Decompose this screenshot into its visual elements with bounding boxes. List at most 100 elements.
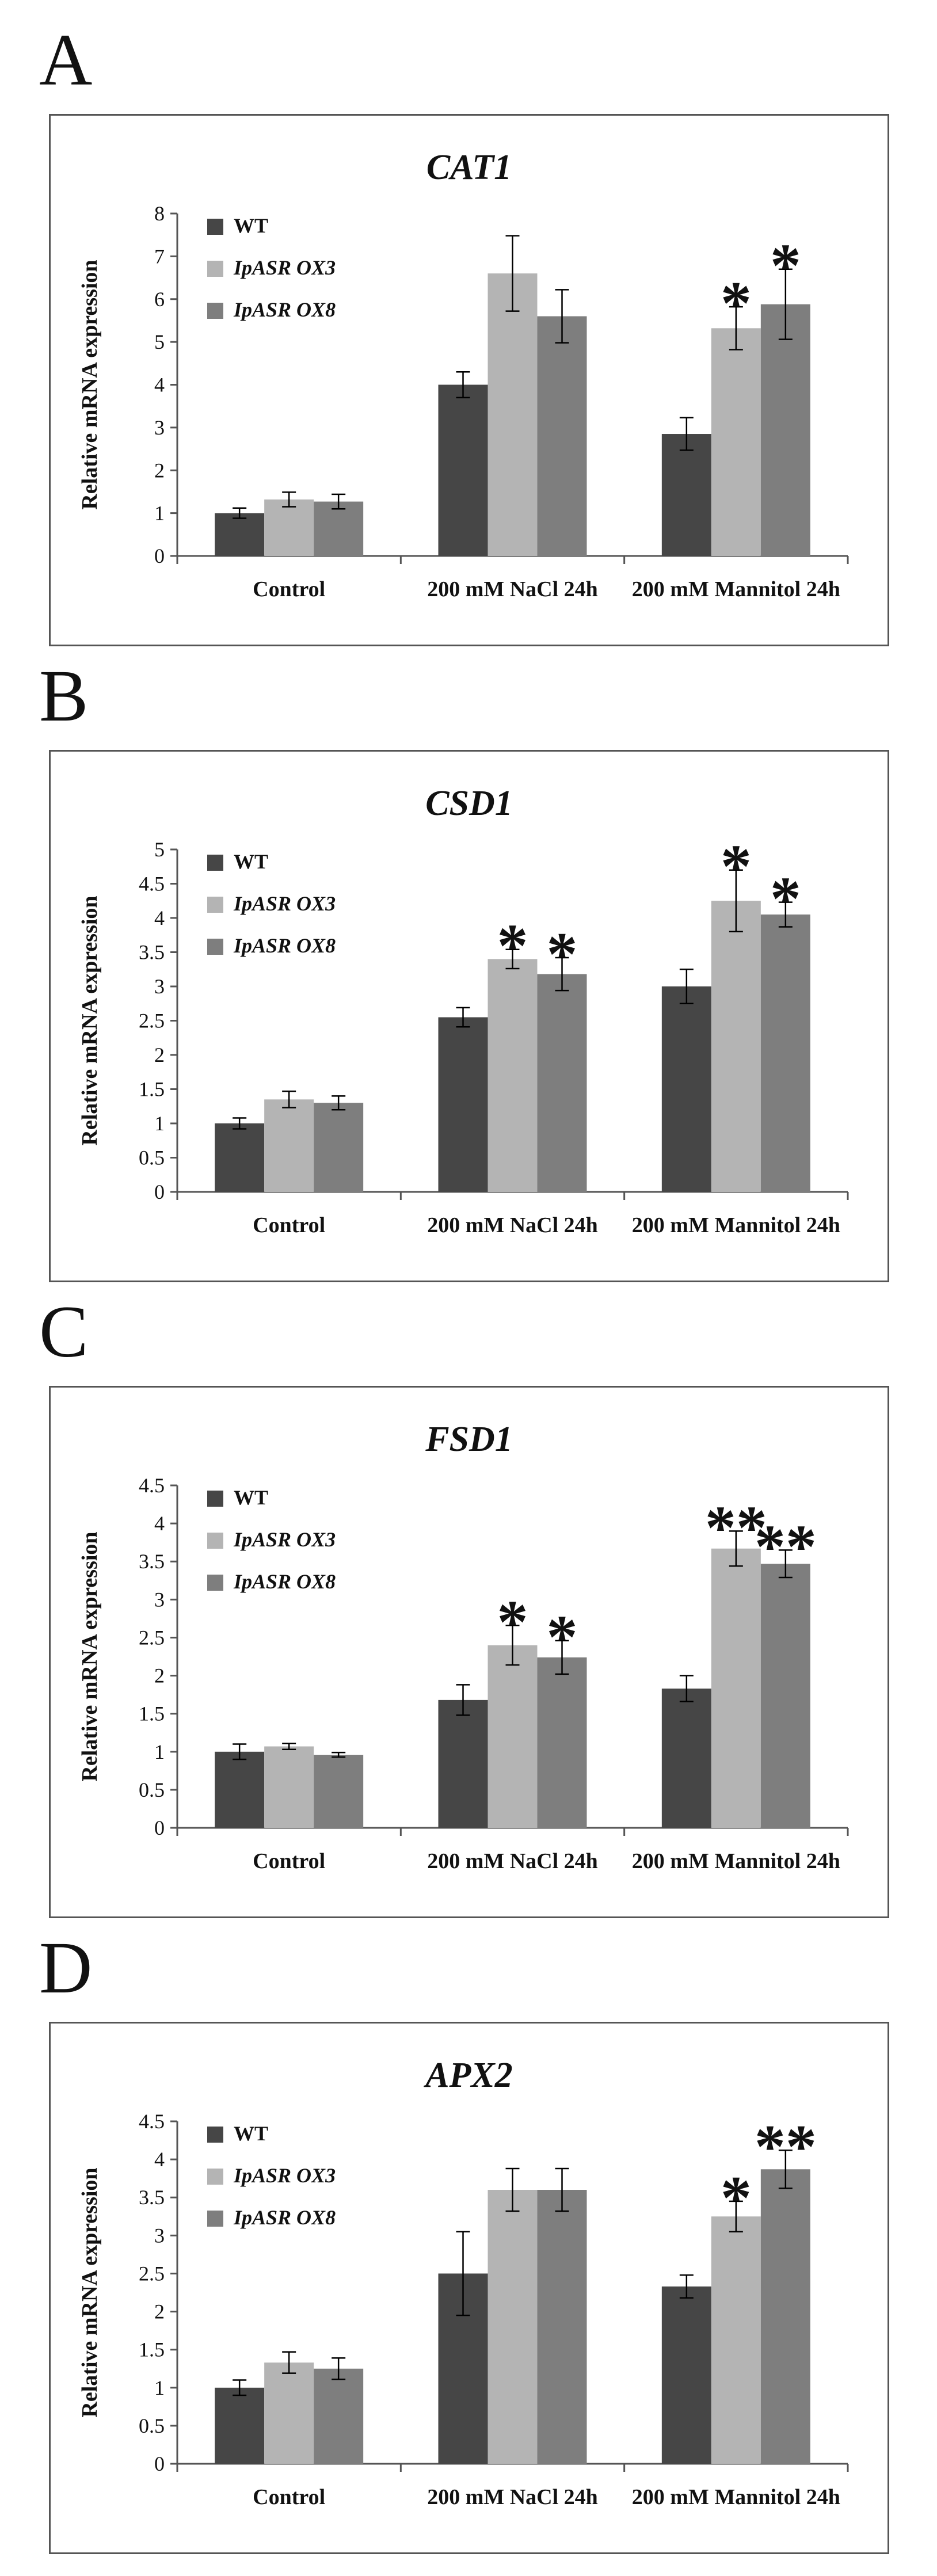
y-tick-label: 2 — [154, 459, 165, 482]
legend-label: IpASR OX8 — [233, 298, 336, 321]
significance-label: * — [547, 920, 578, 989]
legend-label: IpASR OX3 — [233, 256, 336, 279]
legend-label: WT — [234, 2122, 268, 2145]
bar — [537, 974, 587, 1192]
y-tick-label: 4.5 — [139, 872, 165, 895]
x-tick-label: 200 mM Mannitol 24h — [632, 1213, 840, 1237]
y-tick-label: 2.5 — [139, 1626, 165, 1649]
x-tick-label: Control — [253, 577, 325, 601]
chart-frame: CSD1 Relative mRNA expression 0 0.5 1 1.5 2 2.5… — [49, 750, 889, 1282]
significance-label: ** — [755, 2113, 817, 2181]
legend-label: IpASR OX8 — [233, 1570, 336, 1593]
y-tick-label: 1 — [154, 1112, 165, 1135]
y-tick-label: 1 — [154, 1740, 165, 1763]
legend-swatch — [207, 2127, 223, 2143]
y-tick-label: 3.5 — [139, 1550, 165, 1573]
y-tick-label: 3 — [154, 1588, 165, 1611]
y-tick-label: 0 — [154, 544, 165, 567]
x-tick-label: Control — [253, 1213, 325, 1237]
legend-swatch — [207, 1533, 223, 1549]
y-tick-label: 4 — [154, 1512, 165, 1535]
x-tick-label: 200 mM NaCl 24h — [427, 1213, 598, 1237]
y-tick-label: 3 — [154, 975, 165, 998]
bar — [264, 2362, 314, 2464]
y-tick-label: 1.5 — [139, 1702, 165, 1725]
y-tick-label: 4 — [154, 906, 165, 929]
chart-apx2: APX2 Relative mRNA expression 0 0.5 1 1.5 2 2.5… — [78, 2056, 849, 2509]
panel-letter: D — [39, 1927, 93, 2009]
bar — [711, 1548, 761, 1828]
bar — [760, 304, 810, 556]
significance-label: * — [497, 1588, 528, 1656]
bar — [314, 1755, 364, 1828]
bar — [711, 2216, 761, 2464]
significance-label: * — [547, 1603, 578, 1672]
panel-c: C FSD1 Relative mRNA expression 0 0.5 1 1.5 2 2… — [0, 1295, 937, 1918]
legend-label: IpASR OX3 — [233, 2164, 336, 2187]
y-tick-label: 2 — [154, 1664, 165, 1687]
bar — [314, 501, 364, 556]
panel-d: D APX2 Relative mRNA expression 0 0.5 1 1.5 2 2… — [0, 1927, 937, 2554]
bar — [438, 384, 488, 556]
y-tick-label: 1.5 — [139, 1078, 165, 1101]
bar — [661, 434, 711, 556]
bar — [537, 316, 587, 556]
chart-frame: CAT1 Relative mRNA expression 0 1 2 3 4 5 6 7 8 Con… — [49, 114, 889, 646]
chart-frame: APX2 Relative mRNA expression 0 0.5 1 1.5 2 2.5… — [49, 2022, 889, 2554]
y-axis-label: Relative mRNA expression — [78, 2167, 102, 2417]
y-tick-label: 0.5 — [139, 1778, 165, 1801]
bar — [661, 2286, 711, 2464]
bar — [314, 1103, 364, 1192]
y-tick-label: 2 — [154, 1043, 165, 1066]
bar — [487, 2190, 538, 2464]
bar — [438, 1017, 488, 1192]
significance-label: ** — [705, 1493, 767, 1562]
y-axis-label: Relative mRNA expression — [78, 1531, 102, 1781]
y-tick-label: 1 — [154, 502, 165, 525]
legend-swatch — [207, 1575, 223, 1591]
y-tick-label: 4.5 — [139, 2110, 165, 2133]
y-tick-label: 0 — [154, 2452, 165, 2475]
legend-label: IpASR OX3 — [233, 1528, 336, 1551]
y-tick-label: 7 — [154, 245, 165, 268]
y-tick-label: 0 — [154, 1816, 165, 1839]
bar — [264, 1099, 314, 1192]
panel-b: B CSD1 Relative mRNA expression 0 0.5 1 1.5 2 2… — [0, 655, 937, 1282]
x-tick-label: 200 mM Mannitol 24h — [632, 2485, 840, 2509]
bar — [661, 986, 711, 1192]
chart-title: APX2 — [423, 2056, 513, 2095]
legend-label: IpASR OX8 — [233, 934, 336, 957]
legend-label: IpASR OX3 — [233, 892, 336, 915]
legend-swatch — [207, 897, 223, 913]
significance-label: * — [770, 232, 801, 300]
bar — [760, 1564, 810, 1828]
legend-label: WT — [234, 214, 268, 237]
bar — [438, 1699, 488, 1828]
legend-label: WT — [234, 1486, 268, 1509]
x-tick-label: Control — [253, 2485, 325, 2509]
chart-title: CAT1 — [426, 148, 512, 187]
bar — [264, 499, 314, 556]
bar — [487, 1645, 538, 1828]
significance-label: ** — [755, 1512, 817, 1581]
y-tick-label: 3 — [154, 416, 165, 439]
bar — [314, 2368, 364, 2464]
bar — [264, 1746, 314, 1828]
chart-frame: FSD1 Relative mRNA expression 0 0.5 1 1.5 2 2.5… — [49, 1386, 889, 1918]
y-tick-label: 5 — [154, 838, 165, 861]
panel-letter: B — [39, 655, 89, 737]
panel-letter: A — [39, 19, 93, 101]
chart-fsd1: FSD1 Relative mRNA expression 0 0.5 1 1.5 2 2.5… — [78, 1420, 849, 1873]
x-tick-label: 200 mM Mannitol 24h — [632, 577, 840, 601]
y-tick-label: 3.5 — [139, 941, 165, 964]
y-tick-label: 5 — [154, 330, 165, 353]
legend-label: WT — [234, 850, 268, 873]
legend-swatch — [207, 303, 223, 319]
bar — [215, 1123, 265, 1192]
legend-label: IpASR OX8 — [233, 2206, 336, 2229]
y-tick-label: 3.5 — [139, 2186, 165, 2209]
legend-swatch — [207, 855, 223, 871]
bar — [711, 328, 761, 556]
y-tick-label: 0.5 — [139, 1146, 165, 1169]
legend-swatch — [207, 2211, 223, 2227]
